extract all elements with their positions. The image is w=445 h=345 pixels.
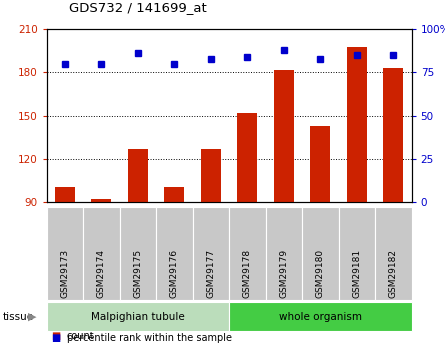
Text: count: count [67,332,94,341]
Bar [164,187,185,202]
Text: GSM29173: GSM29173 [61,249,69,298]
Bar [310,126,331,202]
Bar [383,68,404,202]
Text: ▶: ▶ [28,312,37,322]
Text: whole organism: whole organism [279,312,362,322]
Text: GSM29182: GSM29182 [389,249,398,298]
Bar [274,70,294,202]
Text: GSM29175: GSM29175 [134,249,142,298]
Text: GSM29179: GSM29179 [279,249,288,298]
Text: ■: ■ [51,333,61,343]
Text: percentile rank within the sample: percentile rank within the sample [67,333,232,343]
Bar [201,149,221,202]
Text: GSM29178: GSM29178 [243,249,252,298]
Text: ■: ■ [51,332,61,341]
Bar [128,149,148,202]
Bar [55,187,75,202]
Text: GSM29176: GSM29176 [170,249,179,298]
Bar [237,113,258,202]
Text: Malpighian tubule: Malpighian tubule [91,312,185,322]
Text: GSM29174: GSM29174 [97,249,106,298]
Text: GSM29180: GSM29180 [316,249,325,298]
Text: GSM29177: GSM29177 [206,249,215,298]
Text: GSM29181: GSM29181 [352,249,361,298]
Text: GDS732 / 141699_at: GDS732 / 141699_at [69,1,207,14]
Bar [347,47,367,202]
Text: tissue: tissue [2,312,33,322]
Bar [91,199,112,202]
